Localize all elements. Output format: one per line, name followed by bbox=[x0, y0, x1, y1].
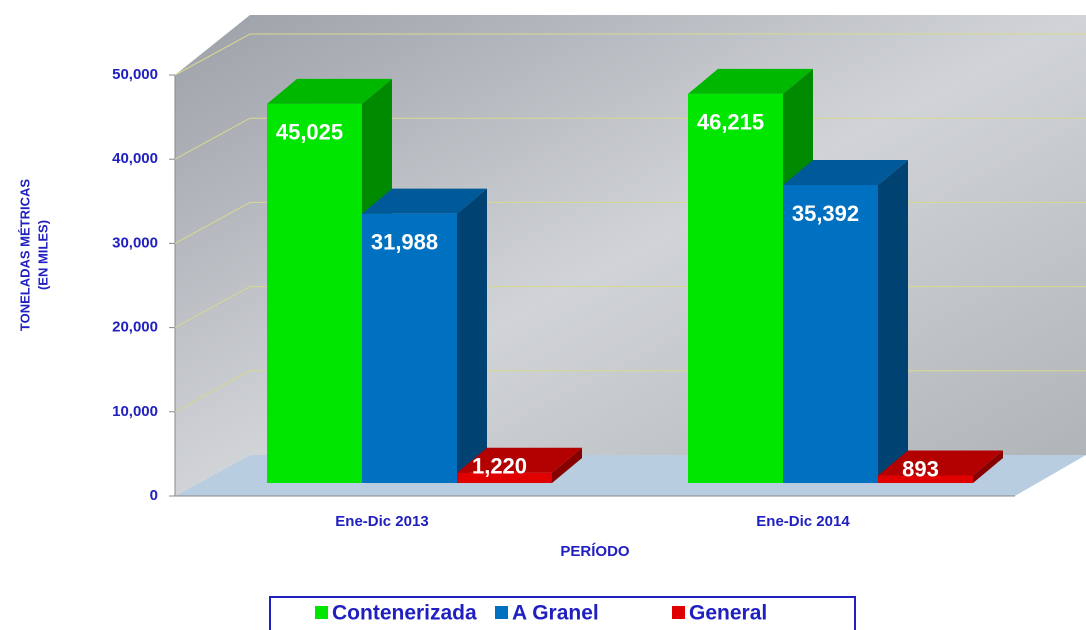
value-label: 1,220 bbox=[472, 454, 527, 479]
bar-top bbox=[267, 78, 392, 104]
bar-top bbox=[688, 68, 813, 94]
bar-top bbox=[783, 159, 908, 185]
bar-top bbox=[878, 450, 1003, 476]
y-tick-label: 20,000 bbox=[112, 319, 158, 336]
bar bbox=[783, 184, 878, 483]
bar bbox=[878, 475, 973, 483]
bar-top bbox=[362, 188, 487, 214]
legend bbox=[269, 596, 856, 630]
value-label: 46,215 bbox=[697, 110, 764, 135]
bar-side bbox=[878, 159, 908, 483]
bar-top bbox=[457, 447, 582, 473]
bar-side bbox=[457, 188, 487, 483]
value-label: 31,988 bbox=[371, 229, 438, 254]
value-label: 45,025 bbox=[276, 120, 343, 145]
legend-swatch bbox=[672, 606, 685, 619]
bar bbox=[362, 213, 457, 483]
y-axis-title: (EN MILES) bbox=[35, 220, 50, 290]
bar bbox=[688, 93, 783, 484]
grid-line bbox=[174, 33, 1086, 76]
x-tick-label: Ene-Dic 2014 bbox=[756, 513, 850, 530]
x-tick-label: Ene-Dic 2013 bbox=[335, 513, 428, 530]
legend-swatch bbox=[315, 606, 328, 619]
y-tick-label: 10,000 bbox=[112, 403, 158, 420]
y-axis-title: TONELADAS MÉTRICAS bbox=[17, 179, 32, 331]
y-tick-label: 40,000 bbox=[112, 150, 158, 167]
y-tick-label: 0 bbox=[150, 487, 158, 504]
legend-label: Contenerizada bbox=[332, 602, 477, 625]
y-tick-label: 50,000 bbox=[112, 66, 158, 83]
legend-label: A Granel bbox=[512, 602, 599, 625]
bar-side bbox=[552, 447, 582, 483]
value-label: 893 bbox=[902, 456, 939, 481]
bar-side bbox=[973, 450, 1003, 483]
value-label: 35,392 bbox=[792, 201, 859, 226]
bar bbox=[457, 472, 552, 483]
x-axis-title: PERÍODO bbox=[560, 543, 630, 560]
legend-swatch bbox=[495, 606, 508, 619]
legend-label: General bbox=[689, 602, 767, 625]
y-tick-label: 30,000 bbox=[112, 234, 158, 251]
bar bbox=[267, 103, 362, 484]
